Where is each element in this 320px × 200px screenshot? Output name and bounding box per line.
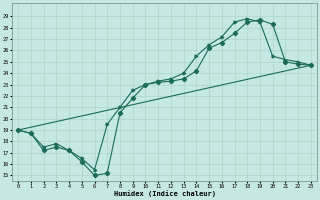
X-axis label: Humidex (Indice chaleur): Humidex (Indice chaleur) <box>114 190 215 197</box>
